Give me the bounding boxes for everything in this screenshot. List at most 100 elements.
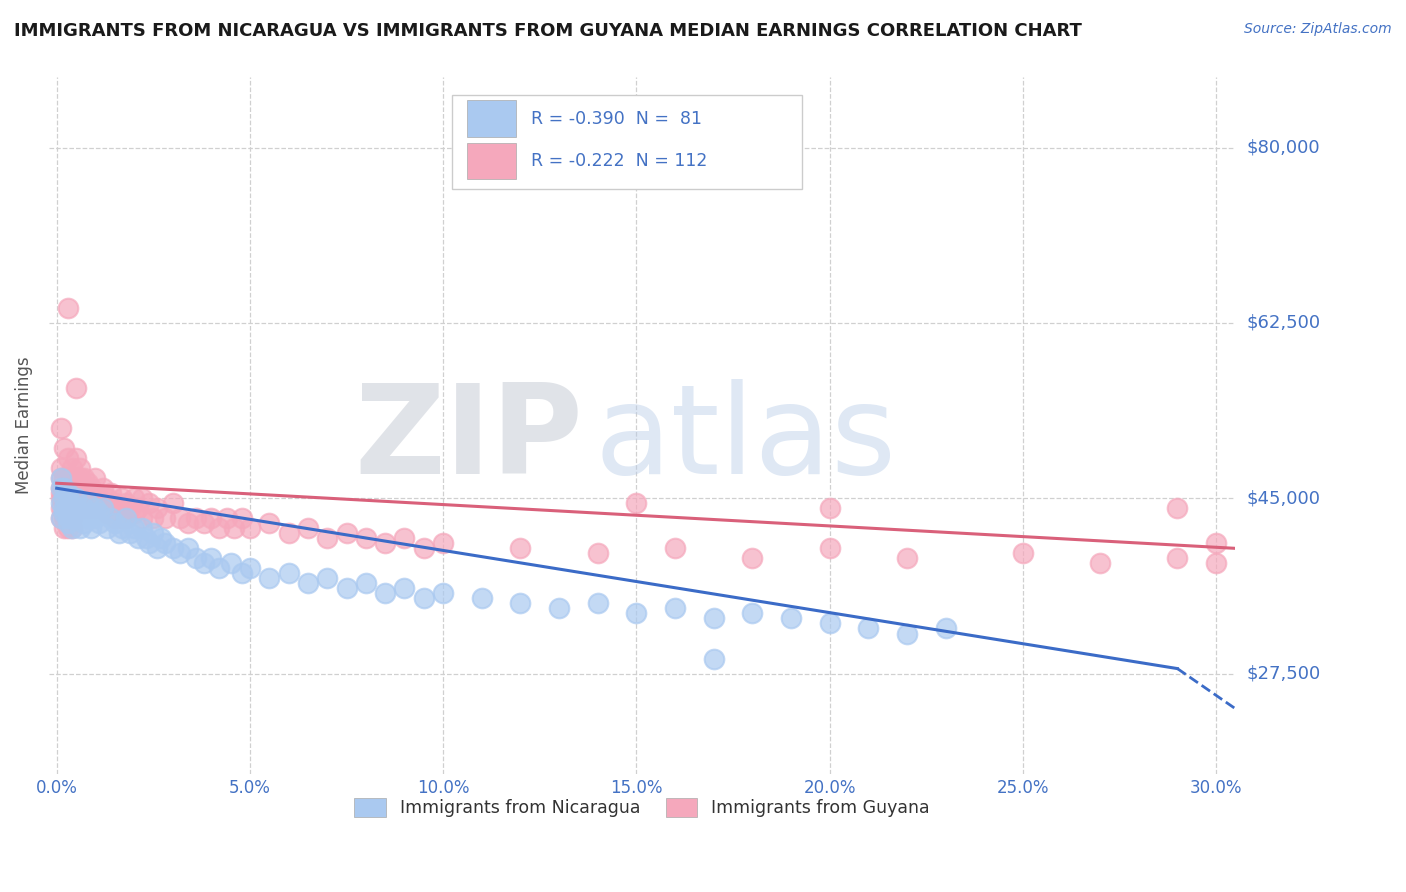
- Point: [65, 491, 87, 506]
- Point: [664, 601, 686, 615]
- Point: [73, 471, 96, 485]
- Point: [184, 551, 207, 566]
- FancyBboxPatch shape: [467, 100, 516, 137]
- Point: [58, 516, 80, 531]
- Point: [626, 496, 648, 510]
- Point: [127, 501, 149, 516]
- Point: [49, 481, 72, 495]
- Point: [53, 506, 76, 520]
- Point: [169, 511, 191, 525]
- Point: [58, 501, 80, 516]
- Point: [65, 511, 87, 525]
- Point: [138, 536, 160, 550]
- Point: [76, 511, 98, 525]
- Point: [53, 501, 76, 516]
- Point: [53, 501, 76, 516]
- Point: [131, 491, 153, 506]
- Point: [49, 486, 72, 500]
- Point: [76, 476, 98, 491]
- Point: [818, 501, 841, 516]
- Point: [49, 511, 72, 525]
- Point: [818, 541, 841, 556]
- Point: [142, 526, 165, 541]
- Point: [76, 496, 98, 510]
- Point: [1205, 536, 1227, 550]
- Point: [586, 546, 609, 560]
- Point: [65, 501, 87, 516]
- Point: [169, 546, 191, 560]
- Point: [208, 561, 231, 575]
- Point: [394, 532, 416, 546]
- Point: [58, 501, 80, 516]
- Point: [231, 566, 253, 581]
- FancyBboxPatch shape: [453, 95, 803, 189]
- Point: [412, 591, 434, 606]
- Point: [84, 486, 107, 500]
- Point: [412, 541, 434, 556]
- Point: [239, 521, 262, 535]
- Point: [471, 591, 494, 606]
- Point: [49, 421, 72, 435]
- Point: [89, 516, 111, 531]
- Point: [80, 501, 103, 516]
- Text: R = -0.222  N = 112: R = -0.222 N = 112: [530, 152, 707, 170]
- Point: [69, 506, 91, 520]
- Point: [58, 486, 80, 500]
- Point: [586, 597, 609, 611]
- Point: [53, 481, 76, 495]
- Point: [60, 491, 83, 506]
- Point: [65, 481, 87, 495]
- Point: [89, 491, 111, 506]
- Point: [277, 526, 299, 541]
- Point: [120, 526, 142, 541]
- Point: [53, 471, 76, 485]
- Point: [69, 471, 91, 485]
- Point: [153, 511, 176, 525]
- Text: $62,500: $62,500: [1247, 314, 1320, 332]
- Point: [69, 501, 91, 516]
- Point: [1166, 501, 1188, 516]
- Point: [49, 511, 72, 525]
- Point: [96, 506, 118, 520]
- Point: [58, 511, 80, 525]
- Text: $27,500: $27,500: [1247, 665, 1320, 682]
- Point: [297, 576, 319, 591]
- Point: [297, 521, 319, 535]
- Point: [146, 541, 169, 556]
- Point: [146, 501, 169, 516]
- Point: [60, 511, 83, 525]
- Point: [65, 491, 87, 506]
- Point: [49, 481, 72, 495]
- Point: [69, 481, 91, 495]
- Point: [73, 501, 96, 516]
- Point: [53, 511, 76, 525]
- Point: [122, 521, 145, 535]
- Point: [49, 471, 72, 485]
- Point: [703, 651, 725, 665]
- Point: [58, 521, 80, 535]
- Point: [224, 521, 246, 535]
- Point: [60, 471, 83, 485]
- Point: [127, 532, 149, 546]
- Point: [1243, 231, 1265, 245]
- Point: [84, 501, 107, 516]
- Point: [73, 501, 96, 516]
- Point: [509, 597, 531, 611]
- Point: [65, 451, 87, 466]
- Point: [84, 501, 107, 516]
- Point: [548, 601, 571, 615]
- Point: [69, 461, 91, 475]
- Point: [208, 521, 231, 535]
- Point: [193, 516, 215, 531]
- Point: [934, 622, 956, 636]
- Point: [1205, 557, 1227, 571]
- Point: [432, 536, 454, 550]
- Point: [53, 521, 76, 535]
- Text: $80,000: $80,000: [1247, 138, 1320, 157]
- Point: [84, 511, 107, 525]
- Point: [394, 582, 416, 596]
- Point: [49, 471, 72, 485]
- Point: [135, 532, 157, 546]
- Point: [65, 471, 87, 485]
- Point: [91, 501, 114, 516]
